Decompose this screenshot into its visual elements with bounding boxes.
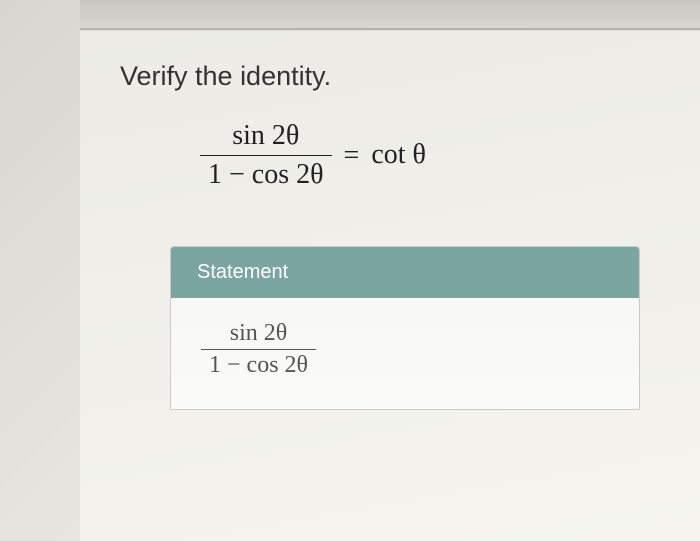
table-header-statement: Statement bbox=[171, 247, 639, 298]
equals-sign: = bbox=[344, 140, 360, 172]
lhs-numerator: sin 2θ bbox=[224, 120, 307, 155]
top-divider bbox=[80, 0, 700, 30]
row1-fraction: sin 2θ 1 − cos 2θ bbox=[201, 320, 316, 379]
rhs-expression: cot θ bbox=[371, 139, 426, 173]
statement-row-1[interactable]: sin 2θ 1 − cos 2θ bbox=[201, 320, 609, 379]
lhs-denominator: 1 − cos 2θ bbox=[200, 155, 332, 191]
identity-equation: sin 2θ 1 − cos 2θ = cot θ bbox=[200, 120, 660, 191]
lhs-fraction: sin 2θ 1 − cos 2θ bbox=[200, 120, 332, 191]
table-body: sin 2θ 1 − cos 2θ bbox=[171, 298, 639, 409]
row1-denominator: 1 − cos 2θ bbox=[201, 349, 316, 379]
prompt-text: Verify the identity. bbox=[120, 61, 660, 92]
row1-numerator: sin 2θ bbox=[222, 320, 296, 349]
question-panel: Verify the identity. sin 2θ 1 − cos 2θ =… bbox=[80, 30, 700, 541]
proof-table: Statement sin 2θ 1 − cos 2θ bbox=[170, 246, 640, 410]
